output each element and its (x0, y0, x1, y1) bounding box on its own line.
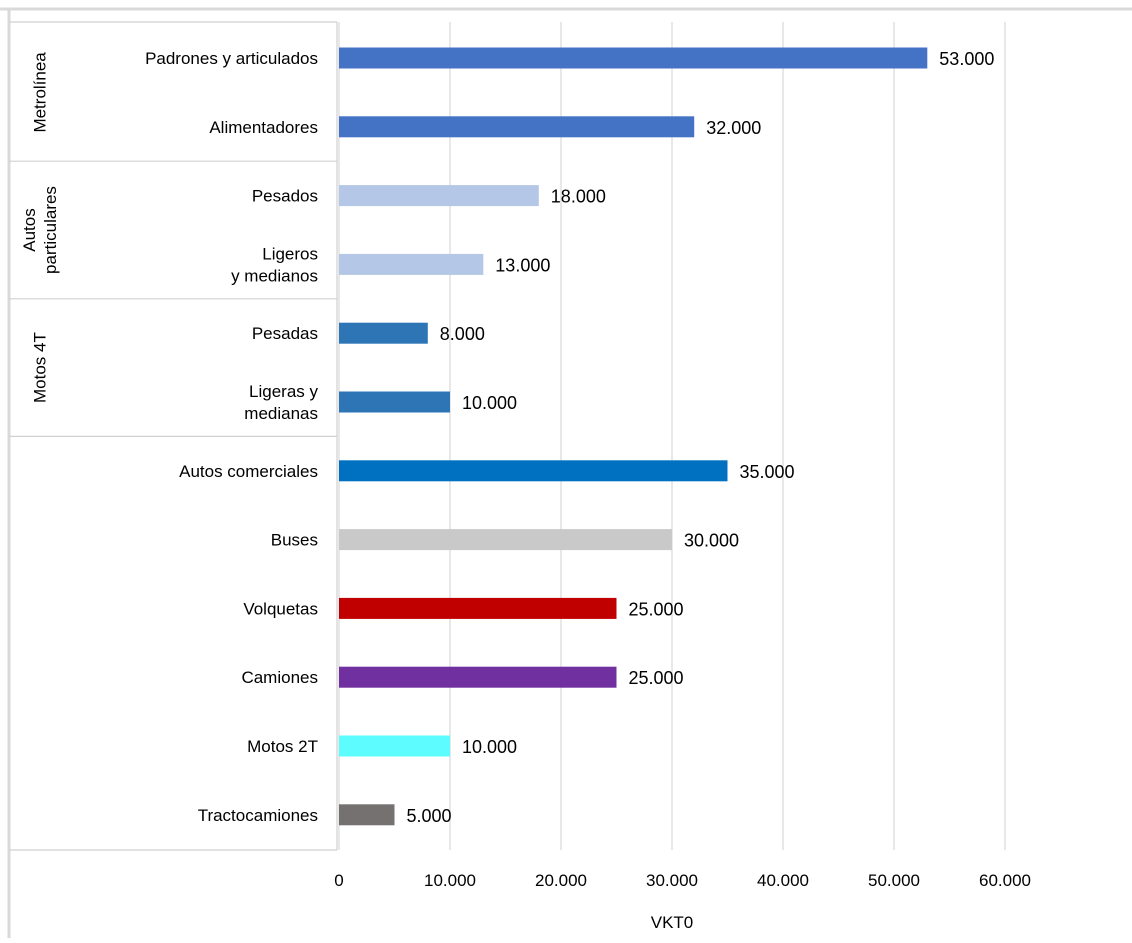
x-tick-label: 20.000 (535, 871, 587, 890)
group-separators (9, 160, 337, 437)
x-axis-title: VKT0 (651, 913, 694, 932)
group-label-line: Motos 4T (31, 332, 50, 403)
value-label: 8.000 (440, 324, 485, 344)
category-label-line: Volquetas (243, 599, 318, 618)
group-label-line: particulares (41, 186, 60, 274)
category-label: Buses (271, 531, 318, 550)
category-label: Alimentadores (209, 118, 318, 137)
bar (339, 529, 672, 551)
category-label: Pesadas (252, 324, 318, 343)
category-label: Pesados (252, 187, 318, 206)
value-label: 13.000 (495, 255, 550, 275)
bar (339, 735, 450, 757)
x-tick-label: 0 (334, 871, 343, 890)
category-label: Ligeros y medianos (231, 244, 318, 285)
category-label-line: Pesados (252, 187, 318, 206)
bar (339, 460, 728, 482)
x-tick-label: 30.000 (646, 871, 698, 890)
value-label: 18.000 (551, 187, 606, 207)
value-label: 25.000 (629, 599, 684, 619)
bar (339, 253, 484, 275)
category-label-line: Pesadas (252, 324, 318, 343)
category-label-line: Autos comerciales (179, 462, 318, 481)
group-label: Autos particulares (20, 186, 60, 274)
category-labels: Padrones y articulados Alimentadores Pesad… (145, 49, 318, 825)
category-label: Autos comerciales (179, 462, 318, 481)
group-label-line: Autos (20, 208, 39, 251)
bars (339, 47, 928, 826)
category-label: Tractocamiones (198, 806, 318, 825)
value-label: 10.000 (462, 393, 517, 413)
value-label: 30.000 (684, 531, 739, 551)
chart-frame (0, 7, 1132, 938)
x-axis: 0 10.000 20.000 30.000 40.000 50.000 60.000 (334, 871, 1031, 890)
value-label: 10.000 (462, 737, 517, 757)
bar (339, 116, 695, 138)
category-label: Volquetas (243, 599, 318, 618)
group-label-line: Metrolínea (31, 52, 50, 133)
value-label: 25.000 (629, 668, 684, 688)
group-label: Metrolínea (31, 52, 50, 133)
group-labels: Metrolínea Autos particulares Motos 4T (20, 52, 60, 403)
category-label-line: Camiones (241, 668, 318, 687)
bar (339, 322, 428, 344)
value-labels: 53.000 32.000 18.000 13.000 8.000 10.000 35.00… (407, 49, 995, 826)
x-tick-label: 50.000 (868, 871, 920, 890)
category-label: Ligeras y medianas (244, 382, 318, 423)
value-label: 35.000 (740, 462, 795, 482)
bar (339, 666, 617, 688)
x-tick-label: 40.000 (757, 871, 809, 890)
category-label-line: Ligeras y (249, 382, 318, 401)
bar (339, 391, 450, 413)
category-label-line: y medianos (231, 266, 318, 285)
category-label-line: Motos 2T (247, 737, 318, 756)
bar (339, 804, 395, 826)
value-label: 32.000 (706, 118, 761, 138)
bar (339, 47, 928, 69)
bar (339, 185, 539, 207)
value-label: 53.000 (939, 49, 994, 69)
bar (339, 597, 617, 619)
x-tick-label: 60.000 (979, 871, 1031, 890)
value-label: 5.000 (407, 806, 452, 826)
category-label: Padrones y articulados (145, 49, 318, 68)
category-label-line: Tractocamiones (198, 806, 318, 825)
category-label: Camiones (241, 668, 318, 687)
group-label: Motos 4T (31, 332, 50, 403)
category-label: Motos 2T (247, 737, 318, 756)
gridlines (338, 22, 1006, 850)
category-label-line: Ligeros (262, 244, 318, 263)
category-label-line: Buses (271, 531, 318, 550)
category-label-line: Padrones y articulados (145, 49, 318, 68)
x-tick-label: 10.000 (424, 871, 476, 890)
category-label-line: Alimentadores (209, 118, 318, 137)
category-label-line: medianas (244, 404, 318, 423)
